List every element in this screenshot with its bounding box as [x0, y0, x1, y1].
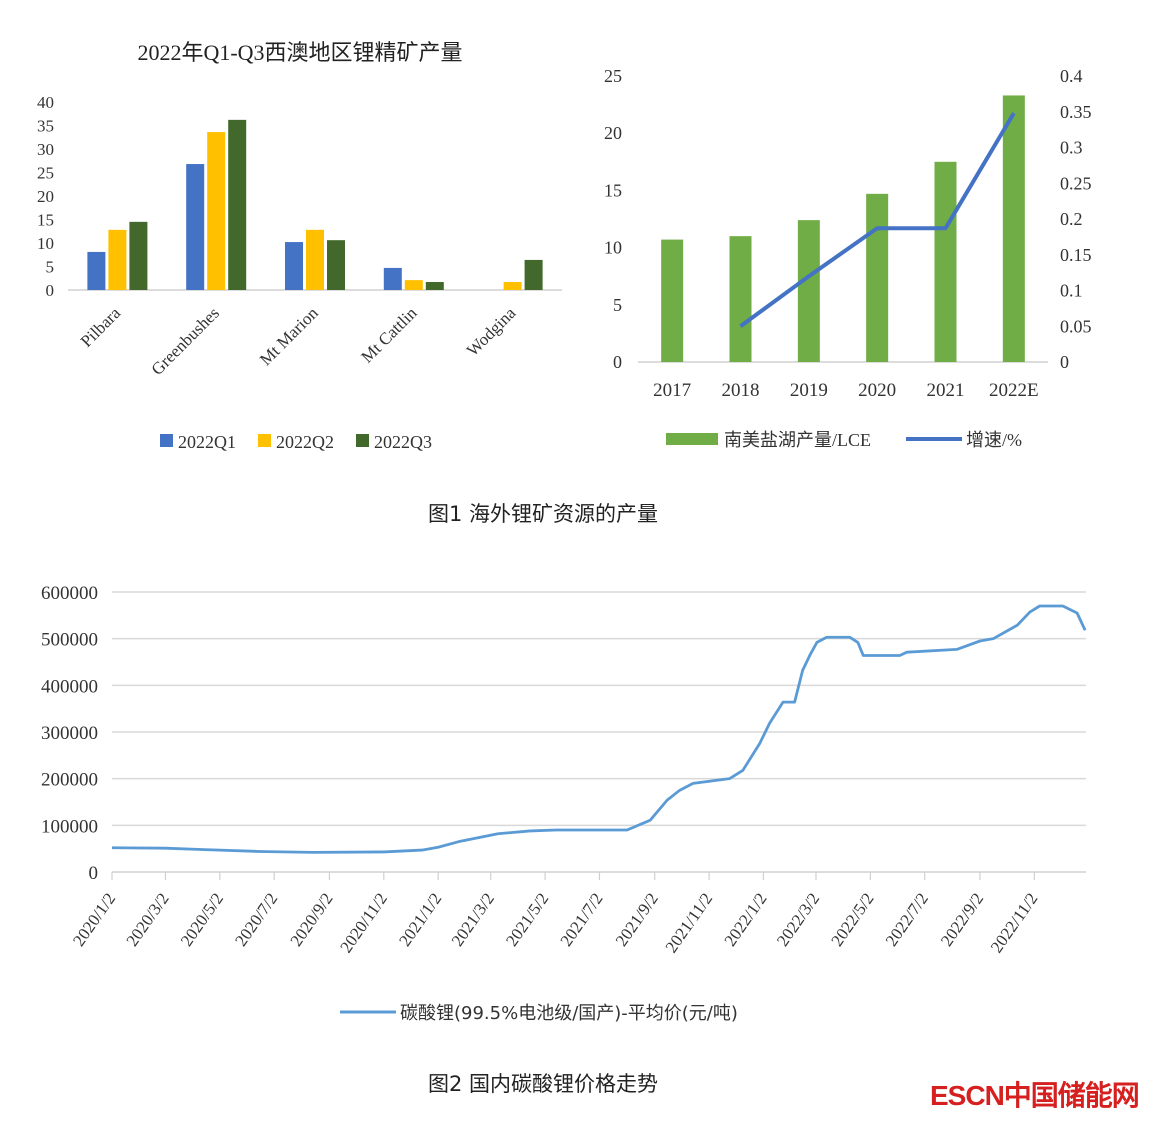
y-left-tick-label: 0: [613, 352, 622, 372]
y-tick-label: 200000: [41, 770, 98, 791]
x-tick-label: 2022/9/2: [937, 889, 987, 949]
y-right-tick-label: 0.05: [1060, 316, 1092, 336]
legend-label: 增速/%: [966, 430, 1022, 450]
y-right-tick-label: 0.3: [1060, 138, 1083, 158]
escn-logo: ESCN中国储能网: [930, 1080, 1140, 1111]
y-left-tick-label: 25: [604, 66, 622, 86]
bar-2022Q1: [87, 251, 106, 290]
y-left-tick-label: 5: [613, 295, 622, 315]
x-tick-label: 2020/5/2: [177, 889, 227, 949]
bar-2022Q3: [327, 240, 345, 290]
x-tick-label: 2019: [790, 380, 828, 401]
y-right-tick-label: 0.15: [1060, 245, 1092, 265]
y-tick-label: 5: [46, 258, 55, 277]
y-tick-label: 0: [89, 863, 99, 884]
bar-2022Q2: [503, 282, 522, 290]
figure-1-caption: 图1 海外锂矿资源的产量: [428, 502, 659, 526]
x-tick-label: 2022/1/2: [720, 889, 770, 949]
legend-swatch-bar: [666, 433, 718, 445]
x-tick-label: 2020: [858, 380, 896, 401]
x-tick-label: 2021: [927, 380, 965, 401]
x-tick-label: 2020/7/2: [231, 889, 281, 949]
x-tick-label: 2017: [653, 380, 691, 401]
legend-label: 南美盐湖产量/LCE: [724, 430, 871, 450]
bar-2022Q1: [285, 242, 303, 290]
x-tick-label: 2020/3/2: [123, 889, 173, 949]
bar-production: [1002, 95, 1025, 362]
x-tick-label: 2022/11/2: [987, 889, 1042, 956]
x-tick-label: 2020/11/2: [336, 889, 391, 956]
x-tick-label: 2021/5/2: [502, 889, 552, 949]
x-tick-label: Wodgina: [463, 303, 520, 360]
bar-production: [934, 161, 957, 362]
x-tick-label: Pilbara: [77, 303, 125, 351]
y-tick-label: 0: [46, 281, 55, 300]
legend-label: 碳酸锂(99.5%电池级/国产)-平均价(元/吨): [400, 1003, 738, 1024]
y-tick-label: 20: [37, 187, 54, 206]
y-right-tick-label: 0.25: [1060, 173, 1092, 193]
x-tick-label: 2020/1/2: [69, 889, 119, 949]
legend-swatch: [258, 434, 271, 447]
y-left-tick-label: 20: [604, 123, 622, 143]
y-right-tick-label: 0.4: [1060, 66, 1083, 86]
bar-2022Q1: [383, 267, 402, 290]
x-tick-label: 2021/11/2: [662, 889, 717, 956]
bar-production: [729, 236, 752, 362]
legend-label: 2022Q2: [276, 432, 334, 452]
bar-2022Q3: [425, 282, 444, 290]
y-left-tick-label: 10: [604, 238, 622, 258]
legend-label: 2022Q3: [374, 432, 432, 452]
y-tick-label: 30: [37, 140, 54, 159]
figure-2-caption: 图2 国内碳酸锂价格走势: [428, 1072, 659, 1096]
legend-swatch: [160, 434, 173, 447]
legend-swatch: [356, 434, 369, 447]
x-tick-label: 2021/1/2: [395, 889, 445, 949]
bar-2022Q3: [524, 259, 543, 290]
x-tick-label: 2022/3/2: [773, 889, 823, 949]
y-tick-label: 15: [37, 211, 54, 230]
bar-2022Q1: [186, 164, 205, 290]
y-tick-label: 300000: [41, 723, 98, 744]
bar-2022Q3: [129, 221, 148, 290]
y-left-tick-label: 15: [604, 180, 622, 200]
bar-2022Q2: [306, 229, 324, 290]
y-tick-label: 400000: [41, 676, 98, 697]
bar-production: [661, 239, 684, 362]
x-tick-label: 2021/7/2: [556, 889, 606, 949]
x-tick-label: 2022/7/2: [882, 889, 932, 949]
legend-label: 2022Q1: [178, 432, 236, 452]
bar-2022Q2: [404, 280, 423, 290]
y-tick-label: 100000: [41, 816, 98, 837]
x-tick-label: 2018: [722, 380, 760, 401]
price-line: [111, 604, 1087, 854]
y-tick-label: 10: [37, 234, 54, 253]
y-tick-label: 500000: [41, 630, 98, 651]
x-tick-label: 2022/5/2: [827, 889, 877, 949]
bar-2022Q2: [207, 132, 226, 290]
x-tick-label: 2021/3/2: [448, 889, 498, 949]
y-right-tick-label: 0.35: [1060, 102, 1092, 122]
x-tick-label: 2021/9/2: [612, 889, 662, 949]
bar-2022Q2: [108, 229, 127, 290]
x-tick-label: Mt Cattlin: [357, 303, 421, 367]
y-tick-label: 25: [37, 164, 54, 183]
y-tick-label: 600000: [41, 583, 98, 604]
y-right-tick-label: 0.1: [1060, 281, 1083, 301]
y-right-tick-label: 0.2: [1060, 209, 1083, 229]
x-tick-label: Mt Marion: [256, 303, 322, 369]
y-right-tick-label: 0: [1060, 352, 1069, 372]
y-tick-label: 40: [37, 93, 54, 112]
y-tick-label: 35: [37, 117, 54, 136]
bar-production: [797, 220, 820, 362]
bar-2022Q3: [228, 119, 247, 290]
x-tick-label: 2020/9/2: [286, 889, 336, 949]
x-tick-label: Greenbushes: [148, 303, 224, 379]
chart-1-title: 2022年Q1-Q3西澳地区锂精矿产量: [137, 40, 462, 65]
bar-production: [866, 193, 889, 362]
x-tick-label: 2022E: [989, 380, 1039, 401]
